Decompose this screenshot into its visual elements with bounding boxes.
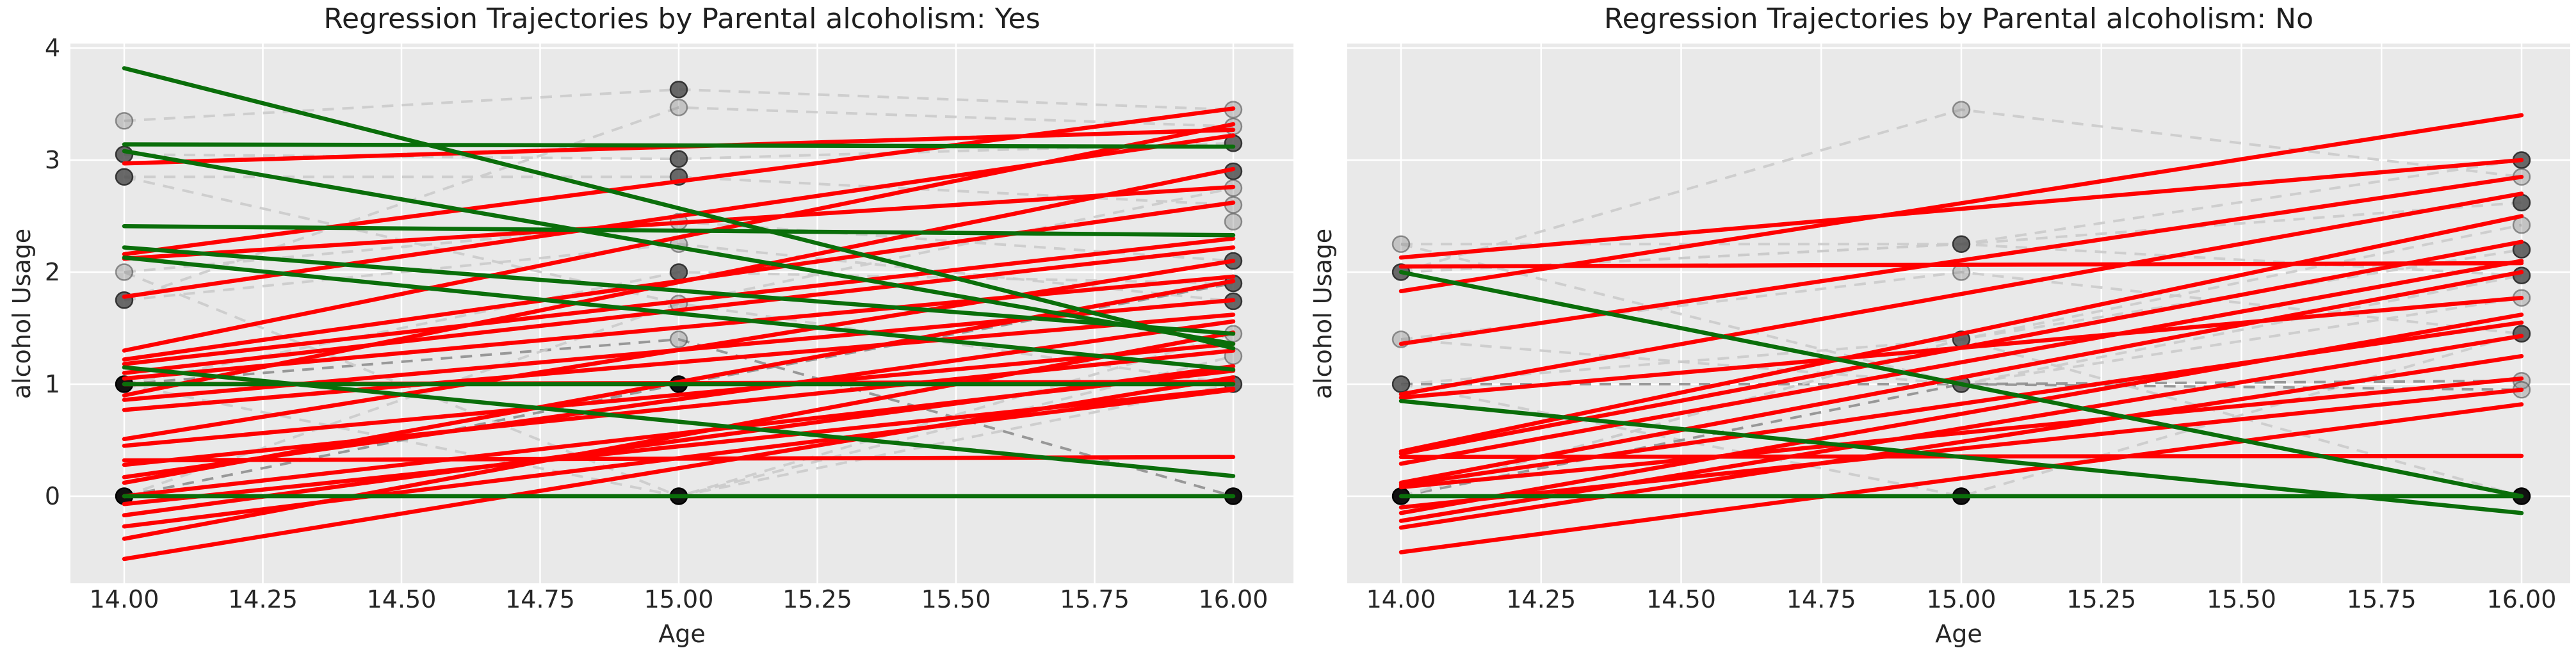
x-tick-label: 15.75 — [2346, 585, 2417, 613]
y-axis-label-yes: alcohol Usage — [8, 228, 36, 399]
x-tick-label: 16.00 — [1198, 585, 1268, 613]
chart-title-no: Regression Trajectories by Parental alco… — [1603, 3, 2314, 35]
x-tick-label: 15.25 — [782, 585, 852, 613]
plot-area-yes — [70, 44, 1293, 583]
x-tick-label: 15.75 — [1060, 585, 1130, 613]
x-tick-label: 14.50 — [1646, 585, 1716, 613]
x-tick-label: 14.25 — [228, 585, 298, 613]
plot-area-no — [1347, 44, 2570, 583]
x-tick-label: 15.25 — [2066, 585, 2137, 613]
x-tick-label: 15.00 — [1926, 585, 1997, 613]
x-tick-label: 15.50 — [2207, 585, 2276, 613]
x-tick-label: 14.75 — [1786, 585, 1856, 613]
x-tick-label: 14.50 — [366, 585, 437, 613]
x-tick-label: 15.00 — [644, 585, 714, 613]
y-axis-label-no: alcohol Usage — [1309, 228, 1337, 399]
x-tick-label: 14.75 — [505, 585, 575, 613]
x-tick-label: 14.25 — [1506, 585, 1576, 613]
y-tick-label: 1 — [44, 370, 60, 398]
x-axis-label-no: Age — [1935, 620, 1982, 648]
x-axis-label-yes: Age — [658, 620, 706, 648]
y-tick-label: 2 — [44, 258, 60, 286]
y-tick-label: 0 — [44, 482, 60, 510]
x-tick-label: 14.00 — [1366, 585, 1436, 613]
x-tick-label: 14.00 — [89, 585, 159, 613]
y-tick-label: 3 — [44, 146, 60, 174]
chart-title-yes: Regression Trajectories by Parental alco… — [323, 3, 1041, 35]
x-tick-label: 15.50 — [921, 585, 991, 613]
y-tick-label: 4 — [44, 34, 60, 62]
x-tick-label: 16.00 — [2486, 585, 2557, 613]
